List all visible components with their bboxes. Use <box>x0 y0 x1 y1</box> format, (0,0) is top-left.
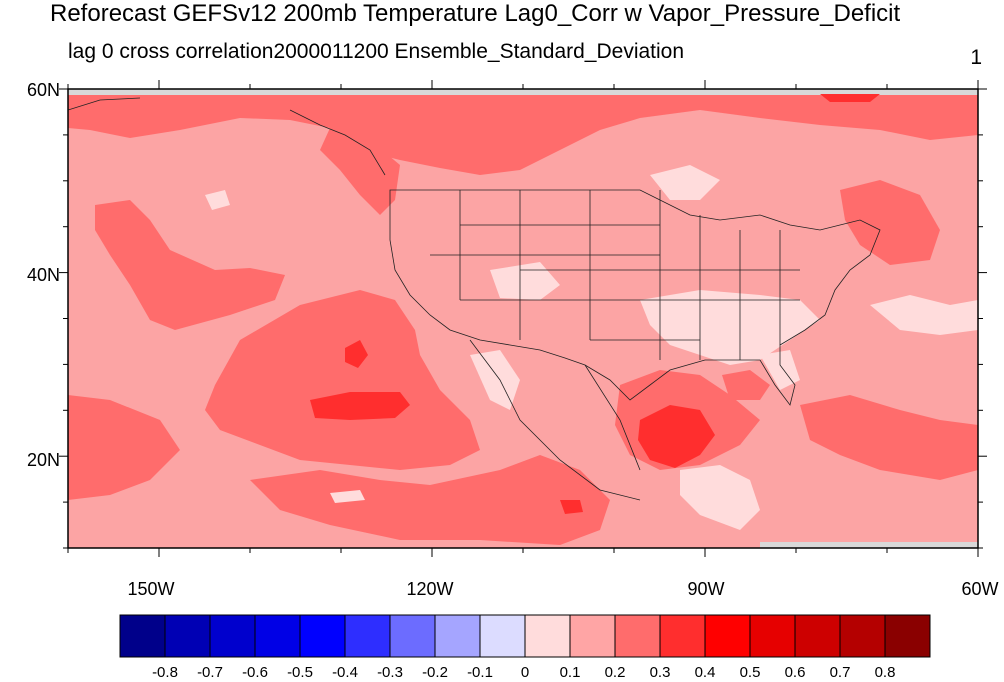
colorbar-label: -0.4 <box>332 664 358 681</box>
correlation-map: 60N 40N 20N 150W 120W 90W 60W <box>27 80 999 599</box>
colorbar-box <box>839 614 886 658</box>
colorbar-box <box>659 614 706 658</box>
contour-pacific-nw <box>320 128 400 215</box>
top-gray-strip <box>68 89 978 95</box>
colorbar-box <box>479 614 526 658</box>
contour-mexico-east <box>680 465 760 530</box>
colorbar-labels: -0.8 -0.7 -0.6 -0.5 -0.4 -0.3 -0.2 -0.1 0 0.1 0.2 0… <box>152 664 895 681</box>
alaska-coast <box>68 97 386 176</box>
colorbar-boxes <box>119 614 931 658</box>
contour-northeast <box>840 180 940 265</box>
map-field <box>68 89 978 548</box>
colorbar-box <box>164 614 211 658</box>
colorbar-box <box>119 614 166 658</box>
colorbar-label: -0.1 <box>467 664 493 681</box>
lat-label-60N: 60N <box>27 80 60 100</box>
colorbar-box <box>434 614 481 658</box>
contour-atlantic <box>800 395 978 480</box>
colorbar-box <box>299 614 346 658</box>
lat-label-40N: 40N <box>27 265 60 285</box>
contour-pacific-spot <box>345 340 368 368</box>
map-subtitle: lag 0 cross correlation2000011200 Ensemb… <box>68 40 684 64</box>
contour-0-2-regions <box>68 95 978 545</box>
colorbar-label: -0.7 <box>197 664 223 681</box>
colorbar-label: 0.5 <box>740 664 761 681</box>
colorbar-box <box>884 614 931 658</box>
colorbar-label: 0.4 <box>695 664 716 681</box>
colorbar-box <box>569 614 616 658</box>
contour-north-band <box>68 95 978 175</box>
subtitle-left: lag 0 cross correlation <box>68 40 274 63</box>
colorbar-box <box>749 614 796 658</box>
contour-pacific-south <box>68 395 180 500</box>
contour-south-pacific <box>330 490 365 503</box>
colorbar-label: -0.8 <box>152 664 178 681</box>
colorbar-label: 0.7 <box>830 664 851 681</box>
colorbar-label: 0.2 <box>605 664 626 681</box>
colorbar-box <box>389 614 436 658</box>
colorbar-box <box>209 614 256 658</box>
contour-0-3-regions <box>310 94 880 514</box>
contour-pacific-west <box>95 200 285 330</box>
colorbar-label: 0.3 <box>650 664 671 681</box>
subtitle-date: 2000011200 <box>273 40 389 63</box>
subtitle-right: 1 <box>970 46 982 69</box>
lon-label-90W: 90W <box>687 579 724 599</box>
contour-alaska-spot <box>820 94 880 102</box>
mexico-coast <box>469 339 641 501</box>
colorbar-box <box>794 614 841 658</box>
colorbar-box <box>254 614 301 658</box>
colorbar-label: -0.6 <box>242 664 268 681</box>
contour-gulf-high <box>638 405 715 468</box>
contour-atlantic-west <box>870 295 978 335</box>
colorbar-box <box>704 614 751 658</box>
lon-label-120W: 120W <box>406 579 453 599</box>
contour-mexico <box>500 470 560 520</box>
contour-south-spot <box>560 500 583 514</box>
colorbar-box <box>614 614 661 658</box>
geography-lines <box>68 97 881 501</box>
state-borders-vertical <box>459 190 781 360</box>
contour-west-spot <box>205 190 230 210</box>
contour-great-lakes <box>650 165 720 200</box>
colorbar-label: 0.6 <box>785 664 806 681</box>
bottom-gray-strip <box>760 542 978 548</box>
contour-hawaii-high <box>310 392 410 420</box>
lon-label-60W: 60W <box>961 579 998 599</box>
axis-ticks <box>59 80 987 557</box>
contour-florida <box>760 350 800 390</box>
us-outline <box>389 189 881 406</box>
contour-southern-states <box>640 290 820 365</box>
colorbar-label: 0 <box>521 664 529 681</box>
contour-southeast-patch <box>722 370 770 400</box>
contour-0-0-regions <box>205 165 978 530</box>
subtitle-field: Ensemble_Standard_Deviation <box>394 40 685 63</box>
colorbar-box <box>524 614 571 658</box>
colorbar-label: 0.1 <box>560 664 581 681</box>
colorbar-box <box>344 614 391 658</box>
lon-label-150W: 150W <box>127 579 174 599</box>
contour-southwest <box>490 262 560 300</box>
contour-pacific-central <box>205 290 480 470</box>
colorbar-label: 0.8 <box>875 664 896 681</box>
lat-label-20N: 20N <box>27 450 60 470</box>
map-title: Reforecast GEFSv12 200mb Temperature Lag… <box>50 0 901 27</box>
colorbar-label: -0.3 <box>377 664 403 681</box>
colorbar-label: -0.5 <box>287 664 313 681</box>
colorbar-label: -0.2 <box>422 664 448 681</box>
